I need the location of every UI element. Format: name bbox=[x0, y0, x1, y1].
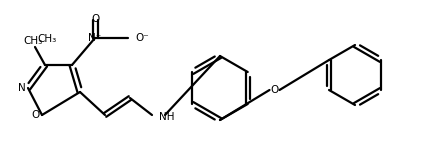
Text: NH: NH bbox=[159, 112, 175, 122]
Text: O: O bbox=[31, 110, 39, 120]
Text: O: O bbox=[271, 85, 279, 95]
Text: CH₃: CH₃ bbox=[23, 36, 43, 46]
Text: O: O bbox=[91, 14, 99, 24]
Text: CH₃: CH₃ bbox=[37, 34, 56, 44]
Text: O⁻: O⁻ bbox=[135, 33, 149, 43]
Text: N: N bbox=[18, 83, 26, 93]
Text: N⁺: N⁺ bbox=[88, 33, 102, 43]
